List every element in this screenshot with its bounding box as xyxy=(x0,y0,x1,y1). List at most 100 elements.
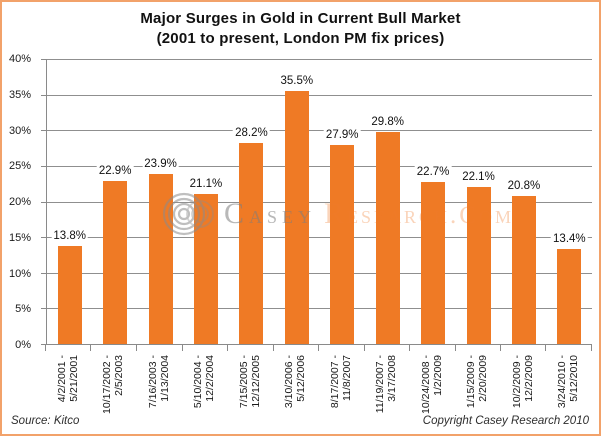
x-label-slot: 7/16/2003 -1/13/2004 xyxy=(137,352,183,426)
copyright-note: Copyright Casey Research 2010 xyxy=(422,415,589,427)
y-axis-tick-label: 40% xyxy=(8,53,31,65)
y-axis-tick-label: 0% xyxy=(15,339,31,351)
x-axis-category-line: 2/20/2009 xyxy=(476,355,489,402)
gridline xyxy=(47,165,592,167)
bar-slot: 23.9% xyxy=(138,59,183,344)
y-axis-tick-label: 35% xyxy=(8,88,31,101)
x-axis-category-line: 2/5/2003 xyxy=(112,355,125,396)
bar-value-label: 23.9% xyxy=(142,157,179,171)
bar-value-label: 22.7% xyxy=(414,166,452,180)
x-axis-tick xyxy=(135,345,137,351)
bar xyxy=(511,195,536,344)
gridline xyxy=(47,59,592,60)
x-axis-category-line: 4/2/2001 - xyxy=(55,355,68,403)
x-axis-tick xyxy=(90,345,92,351)
gridline xyxy=(47,130,592,132)
y-axis-tick xyxy=(41,344,47,345)
bars-row: 13.8% 22.9% 23.9% 21.1% 28.2% 35.5% 27.9% 29.8%… xyxy=(47,59,592,344)
x-axis-category-line: 1/2/2009 xyxy=(431,355,444,396)
gridlines xyxy=(41,59,592,345)
x-axis-tick xyxy=(226,345,228,351)
x-axis-tick xyxy=(591,345,592,351)
x-axis-tick xyxy=(454,345,456,351)
bar-value-label: 21.1% xyxy=(187,177,225,191)
bar-slot: 13.4% xyxy=(547,59,592,344)
bar xyxy=(57,245,82,344)
y-axis-tick-label: 15% xyxy=(8,231,31,244)
bar-value-label: 22.9% xyxy=(96,164,134,178)
bar-value-label: 29.8% xyxy=(369,115,406,129)
bar xyxy=(239,143,264,344)
x-axis-category-label: 5/10/2004 -12/2/2004 xyxy=(192,355,217,421)
x-axis-category-line: 7/15/2005 - xyxy=(237,355,250,409)
x-label-slot: 7/15/2005 -12/12/2005 xyxy=(228,352,274,426)
bar-value-label: 13.8% xyxy=(51,229,89,243)
bar xyxy=(466,186,491,344)
y-axis-tick xyxy=(41,201,47,203)
y-axis-labels: 0% 5% 10% 15% 20% 25% 30% 35% 40% xyxy=(2,53,40,351)
x-axis-category-label: 10/2/2009 -12/2/2009 xyxy=(510,355,536,421)
x-axis-tick xyxy=(318,345,319,351)
x-label-slot: 5/10/2004 -12/2/2004 xyxy=(183,352,229,426)
y-axis-tick-label: 5% xyxy=(15,303,31,316)
chart-title: Major Surges in Gold in Current Bull Mar… xyxy=(140,10,461,27)
y-axis-tick xyxy=(41,165,47,167)
x-axis-category-line: 3/17/2008 xyxy=(385,355,398,402)
bar-value-label: 35.5% xyxy=(278,75,316,89)
gridline xyxy=(47,94,592,96)
bar-value-label: 20.8% xyxy=(505,179,543,193)
bar xyxy=(330,145,355,344)
bar xyxy=(421,182,446,344)
bar-value-label: 27.9% xyxy=(323,129,361,143)
bar-slot: 22.9% xyxy=(92,59,137,344)
x-axis-category-label: 11/19/2007 -3/17/2008 xyxy=(374,355,399,421)
y-axis-tick-label: 30% xyxy=(8,124,31,137)
x-axis-category-line: 10/24/2008 - xyxy=(419,355,432,414)
x-label-slot: 3/10/2006 -5/12/2006 xyxy=(274,352,320,426)
x-axis-tick xyxy=(500,345,501,351)
x-axis-category-label: 1/15/2009 -2/20/2009 xyxy=(465,355,490,421)
gridline xyxy=(47,272,592,274)
x-axis-category-label: 4/2/2001 -5/21/2001 xyxy=(55,355,81,421)
bar-slot: 28.2% xyxy=(229,59,274,344)
gridline xyxy=(47,308,592,310)
x-axis-tick xyxy=(408,345,410,351)
source-note: Source: Kitco xyxy=(11,415,80,427)
x-axis-category-line: 5/12/2006 xyxy=(294,355,307,402)
bar-slot: 22.7% xyxy=(410,59,455,344)
bar xyxy=(103,180,128,344)
x-axis-tick xyxy=(181,345,183,351)
bar xyxy=(193,193,218,344)
x-axis-category-line: 7/16/2003 - xyxy=(146,355,159,409)
y-axis-tick-label: 25% xyxy=(8,160,31,173)
bar-value-label: 13.4% xyxy=(551,232,588,246)
x-label-slot: 11/19/2007 -3/17/2008 xyxy=(365,352,411,426)
x-axis-category-label: 3/24/2010 -5/12/2010 xyxy=(556,355,581,421)
x-axis-category-label: 10/24/2008 -1/2/2009 xyxy=(419,355,445,421)
x-label-slot: 10/17/2002 -2/5/2003 xyxy=(92,352,138,426)
x-axis-category-line: 12/2/2004 xyxy=(203,355,216,402)
bar-slot: 13.8% xyxy=(47,59,92,344)
x-axis-category-label: 7/16/2003 -1/13/2004 xyxy=(146,355,172,421)
bar-slot: 22.1% xyxy=(456,59,501,344)
chart-subtitle: (2001 to present, London PM fix prices) xyxy=(156,30,445,47)
bar-slot: 21.1% xyxy=(183,59,228,344)
x-label-slot: 8/17/2007 -11/8/2007 xyxy=(319,352,365,426)
chart-title-block: Major Surges in Gold in Current Bull Mar… xyxy=(2,9,599,49)
bar-slot: 20.8% xyxy=(501,59,546,344)
y-axis-tick xyxy=(41,59,47,60)
x-axis-tick xyxy=(45,345,46,351)
x-axis-category-line: 5/12/2010 xyxy=(567,355,580,402)
plot-area: 13.8% 22.9% 23.9% 21.1% 28.2% 35.5% 27.9% 29.8%… xyxy=(41,59,592,345)
y-axis-tick-label: 10% xyxy=(8,267,31,280)
y-axis-tick xyxy=(41,272,47,274)
x-axis-tick xyxy=(545,345,547,351)
bar xyxy=(557,248,582,344)
bar xyxy=(284,91,309,344)
y-axis-tick xyxy=(41,308,47,310)
y-axis-tick-label: 20% xyxy=(8,196,31,208)
x-axis-tick xyxy=(272,345,274,351)
y-axis-tick xyxy=(41,94,47,96)
x-axis-category-line: 10/2/2009 - xyxy=(510,355,523,409)
